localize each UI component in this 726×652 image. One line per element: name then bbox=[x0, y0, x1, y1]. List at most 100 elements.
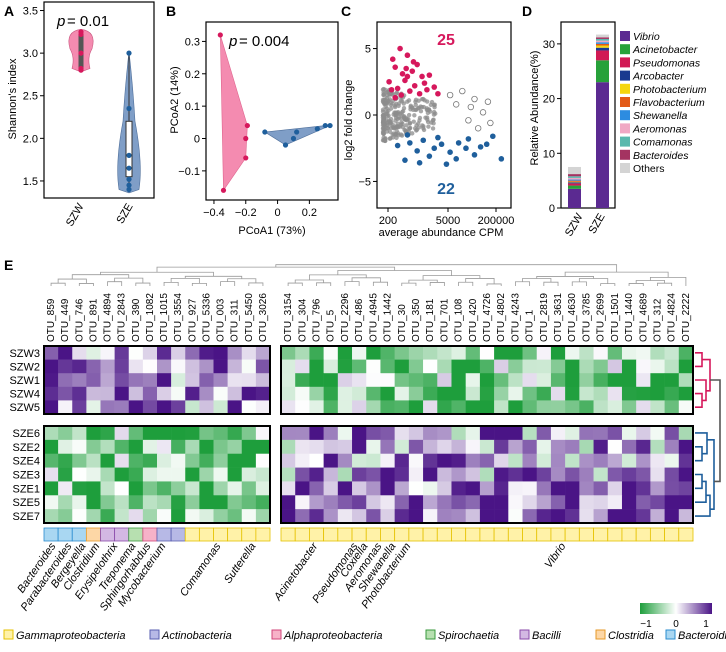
e-class-label: Bacteroidia bbox=[678, 630, 726, 642]
e-row-label: SZW4 bbox=[9, 389, 40, 401]
e-tax-cell bbox=[170, 527, 186, 542]
c-point-down bbox=[443, 161, 450, 167]
e-cell bbox=[44, 467, 59, 482]
e-cell bbox=[337, 359, 353, 374]
e-cell bbox=[678, 346, 694, 360]
e-cell bbox=[550, 467, 566, 482]
e-cell bbox=[423, 400, 438, 415]
c-point-background bbox=[424, 107, 430, 113]
e-cell bbox=[323, 426, 339, 441]
e-column-label: OTU_3554 bbox=[173, 293, 184, 342]
e-tax-cell bbox=[337, 527, 353, 542]
e-cell bbox=[114, 359, 130, 374]
e-cell bbox=[394, 373, 410, 388]
e-cell bbox=[451, 467, 466, 482]
e-cell bbox=[423, 373, 438, 388]
e-cell bbox=[241, 481, 257, 496]
e-cell bbox=[394, 400, 410, 415]
e-cell bbox=[185, 495, 200, 510]
e-cell bbox=[114, 426, 130, 441]
e-cell bbox=[171, 373, 186, 388]
e-cell bbox=[380, 359, 395, 374]
e-cell bbox=[72, 386, 87, 401]
a-point-sze bbox=[126, 176, 132, 182]
e-cell bbox=[100, 359, 115, 374]
e-cell bbox=[213, 400, 228, 415]
e-tax-cell bbox=[564, 527, 580, 542]
c-point-background bbox=[410, 105, 415, 110]
e-column-label: OTU_1082 bbox=[145, 293, 156, 342]
e-column-label: OTU_4726 bbox=[482, 293, 493, 342]
e-cell bbox=[352, 346, 367, 360]
e-cell bbox=[394, 481, 410, 496]
e-cell bbox=[408, 426, 424, 441]
e-cell bbox=[157, 481, 172, 496]
e-cell bbox=[295, 495, 310, 510]
e-cell bbox=[593, 495, 609, 510]
e-cell bbox=[437, 386, 452, 401]
e-cell bbox=[636, 509, 651, 524]
e-cell bbox=[465, 400, 481, 415]
e-column-label: OTU_5450 bbox=[244, 293, 255, 342]
b-point-sze bbox=[314, 126, 320, 132]
e-tax-cell bbox=[550, 527, 566, 542]
e-cell bbox=[408, 373, 424, 388]
e-column-label: OTU_1 bbox=[525, 309, 536, 342]
a-annot-value: = 0.01 bbox=[67, 13, 109, 30]
e-row-label: SZE6 bbox=[12, 428, 40, 440]
e-cell bbox=[678, 386, 694, 401]
e-cell bbox=[678, 373, 694, 388]
e-cell bbox=[451, 386, 466, 401]
e-tax-cell bbox=[100, 527, 116, 542]
e-cell bbox=[309, 439, 324, 455]
e-cell bbox=[423, 481, 438, 496]
e-cell bbox=[255, 439, 271, 455]
e-cell bbox=[650, 453, 665, 468]
e-tax-cell bbox=[635, 527, 651, 542]
e-cell bbox=[437, 346, 452, 360]
e-cell bbox=[451, 359, 466, 374]
e-tax-cell bbox=[408, 527, 424, 542]
e-cell bbox=[185, 373, 200, 388]
e-cell bbox=[451, 346, 466, 360]
e-dendro-branch bbox=[628, 283, 644, 286]
d-bar-szw-bacteroides bbox=[568, 174, 581, 177]
e-cell bbox=[664, 346, 680, 360]
e-cell bbox=[664, 373, 680, 388]
e-genus-labels: BacteroidesParabacteroidesBergeyellaClos… bbox=[15, 540, 568, 614]
e-class-swatch bbox=[519, 629, 530, 640]
e-block-frame bbox=[43, 345, 271, 415]
e-cell bbox=[550, 509, 566, 524]
e-cell bbox=[255, 346, 271, 360]
c-point-down bbox=[453, 156, 460, 162]
e-cell bbox=[607, 426, 623, 441]
e-cell bbox=[114, 495, 130, 510]
e-cell bbox=[255, 467, 271, 482]
e-dendro-branch bbox=[309, 274, 367, 281]
e-cell bbox=[86, 400, 101, 415]
e-cell bbox=[157, 386, 172, 401]
d-frame bbox=[560, 21, 616, 209]
e-class-label: Bacilli bbox=[532, 630, 561, 642]
e-cell bbox=[241, 439, 257, 455]
e-row-label: SZE7 bbox=[12, 511, 40, 523]
e-cell bbox=[550, 481, 566, 496]
e-cell bbox=[114, 400, 130, 415]
e-cell bbox=[337, 439, 353, 455]
e-cell bbox=[536, 386, 552, 401]
e-cell bbox=[337, 467, 353, 482]
e-cell bbox=[465, 467, 481, 482]
c-point-down bbox=[463, 145, 469, 152]
e-cell bbox=[86, 467, 101, 482]
e-cell bbox=[479, 495, 495, 510]
e-column-label: OTU_701 bbox=[439, 298, 450, 342]
e-cell bbox=[621, 359, 637, 374]
e-cell bbox=[157, 495, 172, 510]
e-column-label: OTU_3154 bbox=[283, 293, 294, 342]
c-point-background bbox=[387, 121, 393, 127]
c-point-background bbox=[430, 118, 436, 123]
e-cell bbox=[366, 426, 381, 441]
c-point-background bbox=[413, 99, 418, 104]
e-dendro-branch bbox=[107, 281, 123, 286]
c-point-background bbox=[394, 135, 399, 141]
